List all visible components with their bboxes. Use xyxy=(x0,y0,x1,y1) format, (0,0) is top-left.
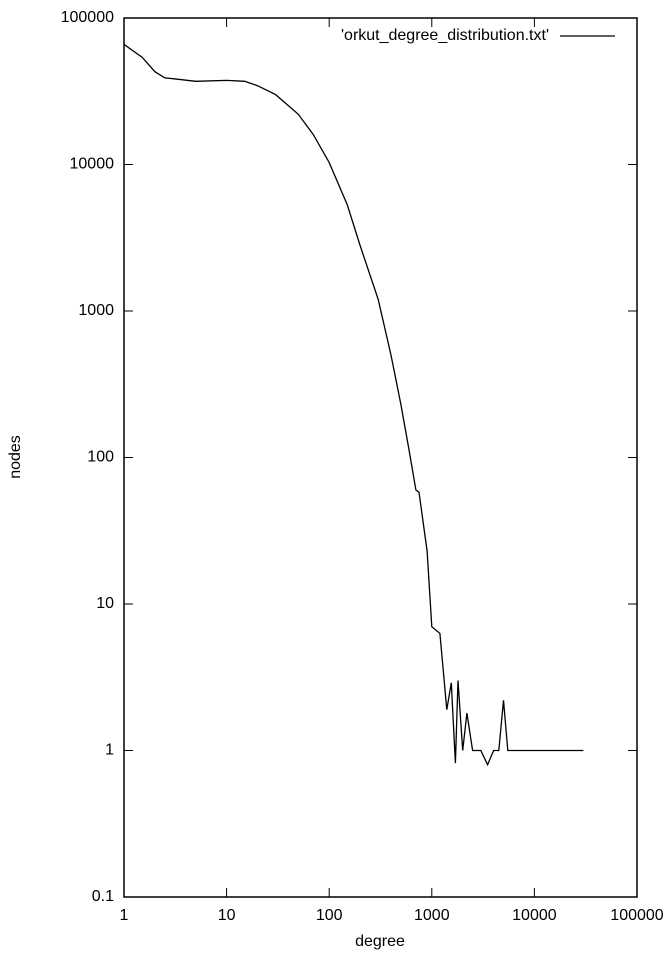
x-tick-label: 1000 xyxy=(414,907,450,924)
y-tick-label: 10000 xyxy=(70,156,115,173)
x-tick-label: 10000 xyxy=(512,907,557,924)
y-tick-label: 1000 xyxy=(78,302,114,319)
x-tick-label: 100 xyxy=(316,907,343,924)
y-axis-label: nodes xyxy=(7,435,24,479)
legend-label: 'orkut_degree_distribution.txt' xyxy=(341,27,549,44)
y-tick-label: 10 xyxy=(96,595,114,612)
y-tick-label: 100 xyxy=(87,449,114,466)
y-tick-label: 100000 xyxy=(61,9,114,26)
data-line xyxy=(123,43,584,767)
y-tick-label: 1 xyxy=(105,742,114,759)
x-tick-label: 10 xyxy=(218,907,236,924)
plot-frame xyxy=(123,17,638,898)
y-tick-label: 0.1 xyxy=(92,888,114,905)
x-axis-label: degree xyxy=(355,933,405,950)
x-tick-label: 100000 xyxy=(610,907,663,924)
x-tick-label: 1 xyxy=(120,907,129,924)
